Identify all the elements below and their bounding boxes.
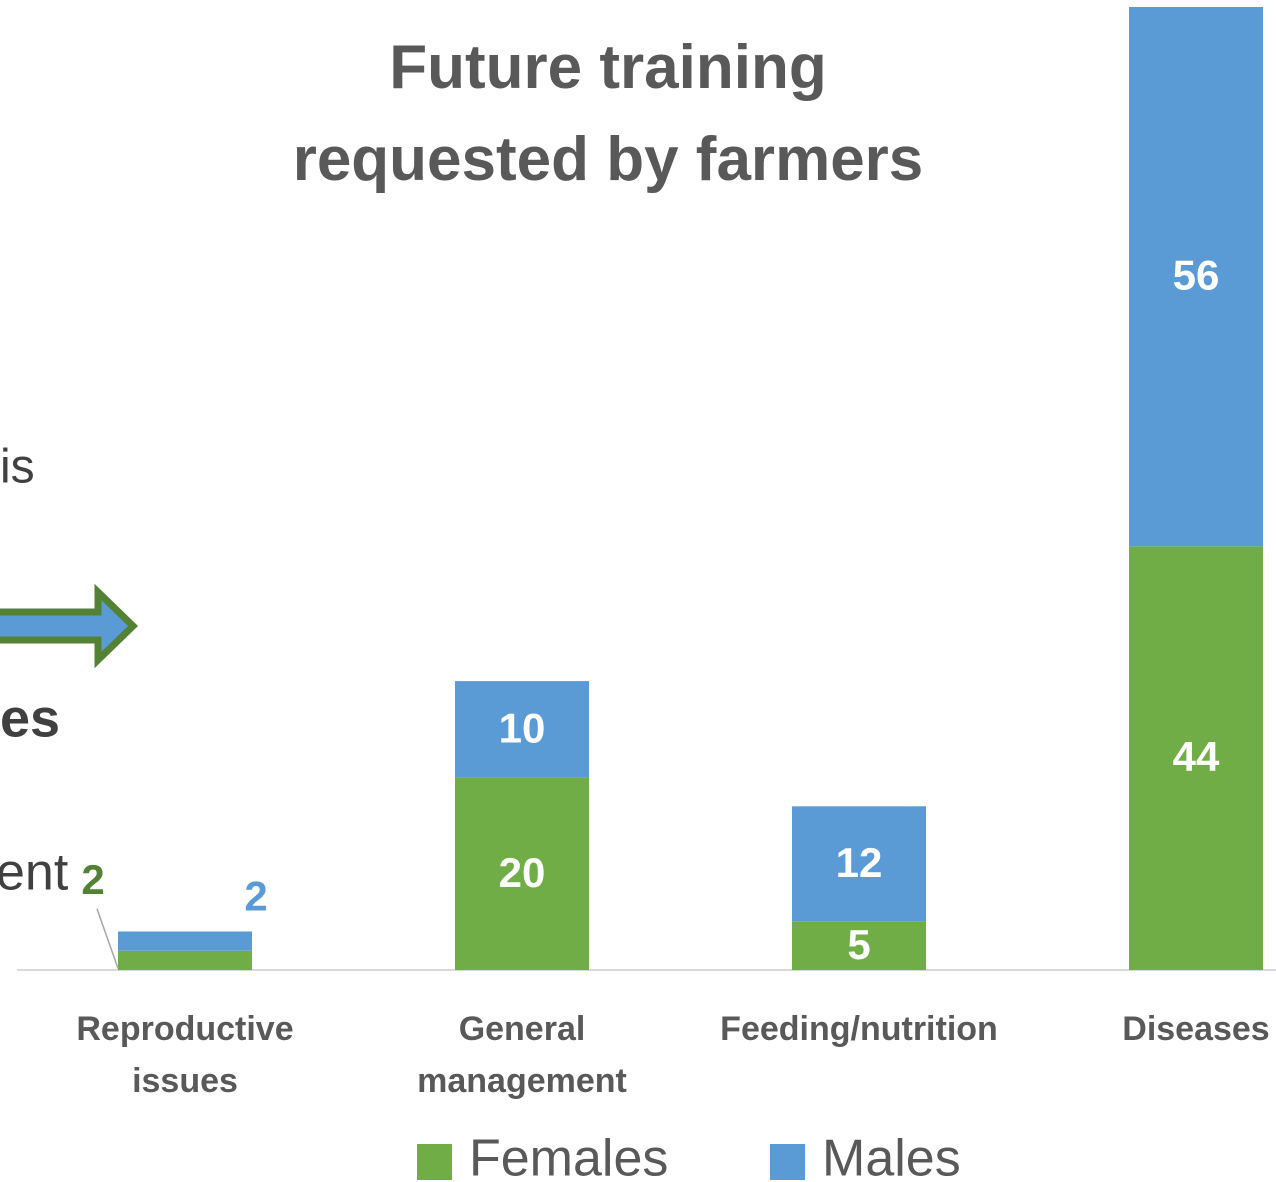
data-label: 5 [847,921,870,968]
bar-segment [455,777,589,970]
data-label: 20 [499,849,546,896]
x-tick-label: Reproductive issues [76,1010,294,1100]
bar-segment [792,806,926,922]
bar-segment [118,950,252,970]
data-label: 2 [81,856,104,903]
data-label: 2 [244,873,267,920]
data-label: 44 [1173,733,1220,780]
leader-line [96,908,119,969]
data-label: 10 [499,704,546,751]
arrow [0,583,139,669]
x-tick-label: General management [417,1010,627,1100]
bar-segment [1129,7,1263,547]
side-text: es [0,688,60,748]
bar-segment [1129,546,1263,970]
data-label: 12 [836,839,883,886]
legend-swatch [770,1144,805,1180]
x-tick-label: Feeding/nutrition [720,1010,998,1048]
chart-title: Future training requested by farmers [292,33,924,194]
side-text: ent [0,844,69,902]
data-label: 56 [1173,252,1220,299]
side-text: is [0,441,35,494]
x-tick-label: Diseases [1122,1010,1270,1048]
bar-segment [455,681,589,778]
legend-swatch [417,1144,452,1180]
legend-label: Females [469,1130,668,1182]
legend-label: Males [822,1130,961,1182]
bar-segment [118,931,252,951]
bar-segment [792,921,926,970]
